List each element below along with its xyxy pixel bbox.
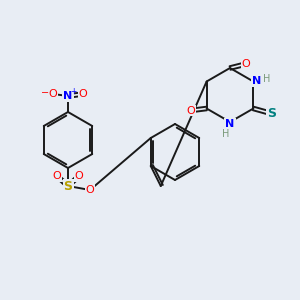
Text: N: N (225, 119, 235, 129)
Text: O: O (79, 89, 87, 99)
Text: H: H (222, 129, 230, 139)
Text: S: S (64, 179, 73, 193)
Text: −: − (41, 88, 49, 98)
Text: O: O (85, 185, 94, 195)
Text: O: O (186, 106, 195, 116)
Text: N: N (252, 76, 261, 86)
Text: O: O (52, 171, 62, 181)
Text: O: O (242, 59, 250, 69)
Text: S: S (267, 107, 276, 120)
Text: O: O (75, 171, 83, 181)
Text: O: O (49, 89, 57, 99)
Text: H: H (263, 74, 270, 85)
Text: +: + (70, 86, 76, 95)
Text: N: N (63, 91, 73, 101)
